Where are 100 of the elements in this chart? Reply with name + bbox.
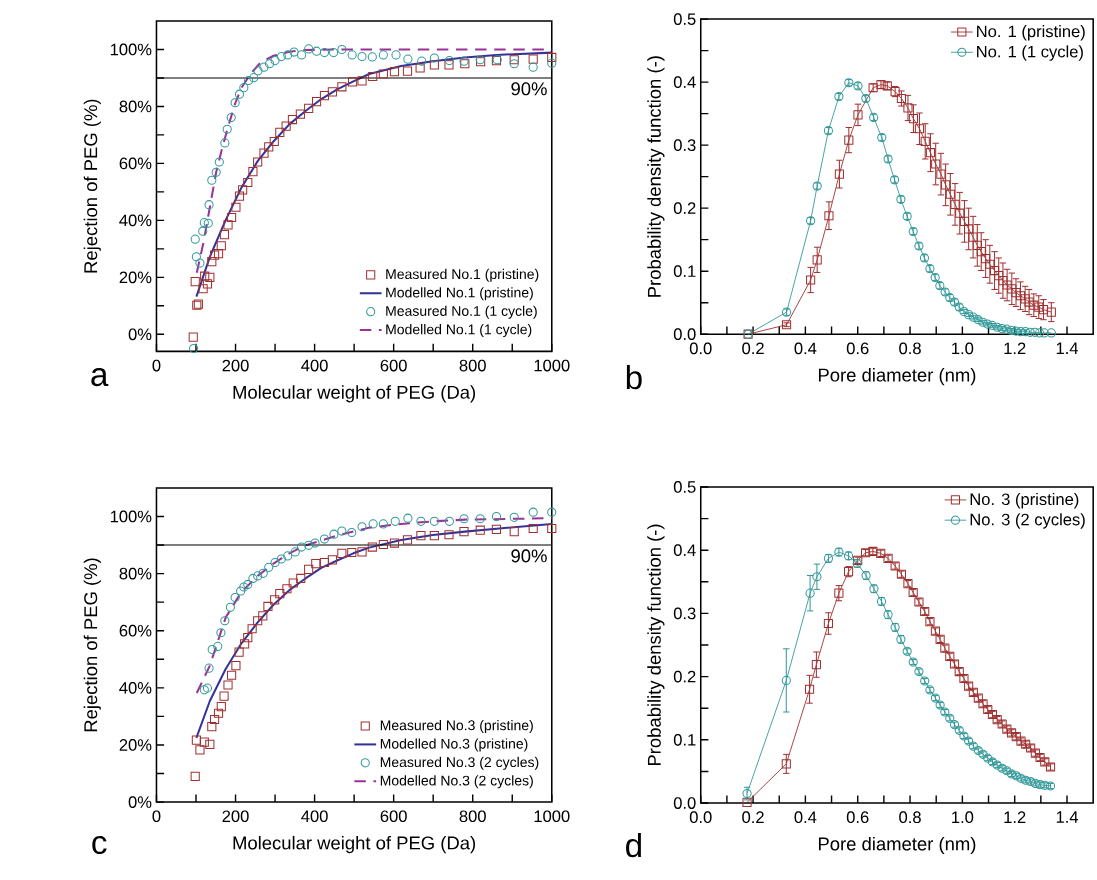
- x-tick-label: 1.0: [952, 811, 974, 823]
- point: [204, 663, 214, 673]
- point: [231, 202, 241, 212]
- point: [253, 571, 263, 581]
- point: [287, 114, 298, 124]
- y-tick-label: 0.3: [673, 139, 696, 151]
- point: [853, 110, 863, 120]
- point: [283, 50, 293, 60]
- point: [213, 248, 224, 259]
- text: a: [91, 367, 109, 387]
- point: [347, 527, 357, 537]
- point: [213, 708, 224, 718]
- point: [347, 547, 357, 557]
- text: d: [626, 832, 641, 858]
- point: [234, 191, 245, 201]
- point: [1046, 328, 1056, 338]
- ref-line-label: 90%: [511, 549, 547, 563]
- text: b: [626, 364, 642, 390]
- point: [491, 511, 502, 521]
- point: [547, 58, 557, 68]
- point: [528, 507, 538, 517]
- point: [223, 220, 233, 230]
- point: [429, 60, 439, 70]
- point: [950, 199, 960, 209]
- point: [547, 52, 557, 62]
- point: [234, 89, 245, 99]
- x-tick-label: 0: [152, 810, 161, 822]
- point: [337, 526, 347, 536]
- point: [289, 47, 299, 57]
- x-tick-label: 0.4: [794, 342, 817, 355]
- point: [264, 58, 275, 69]
- point: [199, 217, 209, 228]
- legend-label: Modelled No.1 (1 cycle): [386, 323, 532, 337]
- x-tick-label: 0.2: [742, 811, 764, 823]
- point: [1034, 328, 1045, 338]
- point: [389, 66, 400, 77]
- point: [415, 63, 425, 73]
- point: [528, 54, 538, 64]
- x-axis-title: Molecular weight of PEG (Da): [233, 385, 476, 403]
- legend-label: Measured No.3 (pristine): [380, 719, 533, 733]
- point: [296, 542, 307, 552]
- x-tick-label: 800: [459, 810, 486, 822]
- point: [191, 252, 201, 262]
- point: [282, 583, 292, 594]
- point: [234, 647, 244, 657]
- y-tick-label: 0.5: [673, 13, 696, 25]
- point: [402, 535, 413, 545]
- point: [275, 588, 285, 598]
- point: [195, 745, 205, 755]
- point: [207, 644, 217, 654]
- point: [429, 53, 439, 63]
- point: [1011, 287, 1021, 297]
- y-tick-label: 0.4: [673, 544, 696, 556]
- point: [994, 270, 1004, 280]
- point: [936, 169, 946, 179]
- point: [216, 627, 226, 638]
- point: [429, 530, 439, 541]
- point: [240, 639, 250, 649]
- point: [1002, 280, 1012, 290]
- point: [253, 615, 263, 626]
- legend-label: No. 3 (2 cycles): [970, 513, 1085, 529]
- legend-label: Modelled No.3 (2 cycles): [380, 775, 533, 789]
- point: [202, 683, 213, 693]
- x-tick-label: 1000: [534, 359, 570, 372]
- point: [378, 69, 388, 79]
- point: [259, 62, 269, 72]
- point: [328, 47, 339, 58]
- point: [444, 55, 454, 65]
- point: [347, 50, 357, 60]
- point: [337, 82, 347, 92]
- point: [509, 512, 519, 522]
- point: [304, 103, 314, 113]
- y-tick-label: 100%: [110, 510, 152, 523]
- y-tick-label: 20%: [119, 271, 152, 283]
- point: [220, 138, 230, 148]
- x-tick-label: 800: [459, 359, 486, 372]
- point: [1007, 284, 1017, 294]
- point: [824, 210, 834, 221]
- point: [981, 253, 991, 263]
- point: [243, 579, 253, 589]
- point: [1030, 327, 1040, 337]
- x-tick-label: 1000: [534, 810, 570, 822]
- point: [263, 601, 273, 611]
- point: [258, 611, 268, 621]
- point: [378, 519, 388, 529]
- point: [189, 343, 199, 353]
- point: [781, 675, 791, 685]
- x-tick-label: 1.2: [1004, 342, 1026, 354]
- point: [288, 578, 298, 588]
- point: [264, 562, 274, 572]
- point: [805, 588, 815, 598]
- point: [207, 721, 217, 732]
- point: [812, 255, 822, 265]
- point: [230, 97, 240, 108]
- x-tick-label: 600: [380, 810, 407, 822]
- y-tick-label: 0%: [128, 796, 152, 808]
- point: [220, 615, 230, 626]
- point: [402, 66, 413, 76]
- point: [509, 58, 519, 69]
- x-tick-label: 1.4: [1056, 342, 1079, 354]
